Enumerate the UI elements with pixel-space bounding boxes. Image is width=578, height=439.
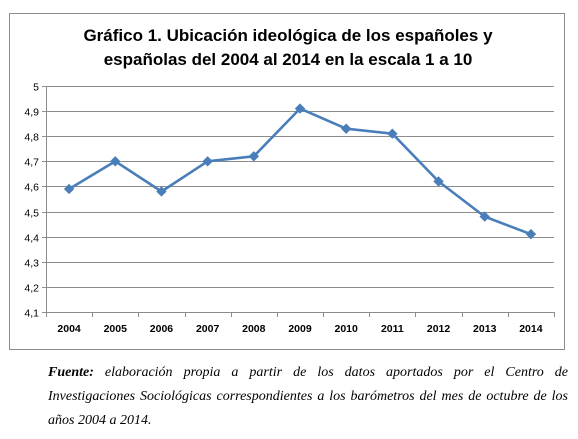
- series-line: [68, 107, 532, 236]
- data-point-marker: [248, 151, 260, 162]
- data-point-marker: [525, 228, 537, 240]
- series: [63, 103, 537, 240]
- chart-title: Gráfico 1. Ubicación ideológica de los e…: [10, 24, 566, 72]
- x-tick-label: 2013: [473, 323, 497, 335]
- y-tick-label: 4,5: [24, 208, 39, 220]
- gridlines: [46, 86, 554, 288]
- chart-frame: Gráfico 1. Ubicación ideológica de los e…: [9, 13, 565, 350]
- data-point-marker: [63, 183, 75, 195]
- x-tick-label: 2012: [427, 323, 451, 335]
- y-tick-label: 4,2: [24, 283, 39, 295]
- axes: [42, 86, 555, 317]
- x-tick-label: 2009: [288, 323, 312, 335]
- y-tick-label: 4,8: [24, 132, 39, 144]
- source-text: elaboración propia a partir de los datos…: [48, 365, 568, 428]
- x-tick-label: 2005: [104, 323, 128, 335]
- chart-title-line-2: españolas del 2004 al 2014 en la escala …: [103, 50, 473, 69]
- y-tick-label: 4,4: [24, 233, 39, 245]
- x-tick-label: 2007: [196, 323, 220, 335]
- y-tick-label: 4,1: [24, 308, 39, 320]
- line-chart: 4,14,24,34,44,54,64,74,84,95 2004 2005 200…: [24, 82, 555, 335]
- data-point-marker: [387, 128, 398, 139]
- x-tick-labels: 2004 2005 2006 2007 2008 2009 2010 2011 2012 2013…: [57, 323, 542, 335]
- data-point-marker: [110, 156, 121, 167]
- source-lead: Fuente:: [48, 365, 94, 380]
- y-tick-labels: 4,1 4,2 4,3 4,4 4,5 4,6 4,7 4,8 4,9 5: [24, 82, 39, 320]
- x-tick-label: 2006: [150, 323, 174, 335]
- y-tick-label: 4,9: [24, 107, 39, 119]
- y-tick-label: 4,3: [24, 258, 39, 270]
- x-tick-label: 2008: [242, 323, 266, 335]
- x-tick-label: 2014: [519, 323, 543, 335]
- x-tick-label: 2011: [381, 323, 404, 335]
- chart-title-line-1: Gráfico 1. Ubicación ideológica de los e…: [83, 26, 493, 45]
- y-tick-label: 4,7: [24, 157, 39, 169]
- data-point-marker: [479, 211, 490, 222]
- source-note: Fuente: elaboración propia a partir de l…: [48, 361, 568, 433]
- x-tick-label: 2004: [57, 323, 81, 335]
- data-point-marker: [340, 123, 352, 134]
- y-tick-label: 4,6: [24, 182, 39, 194]
- data-point-marker: [433, 176, 444, 187]
- data-point-marker: [156, 186, 167, 197]
- y-tick-label: 5: [33, 82, 39, 94]
- x-tick-label: 2010: [335, 323, 359, 335]
- data-point-marker: [202, 156, 213, 167]
- data-point-marker: [294, 103, 306, 114]
